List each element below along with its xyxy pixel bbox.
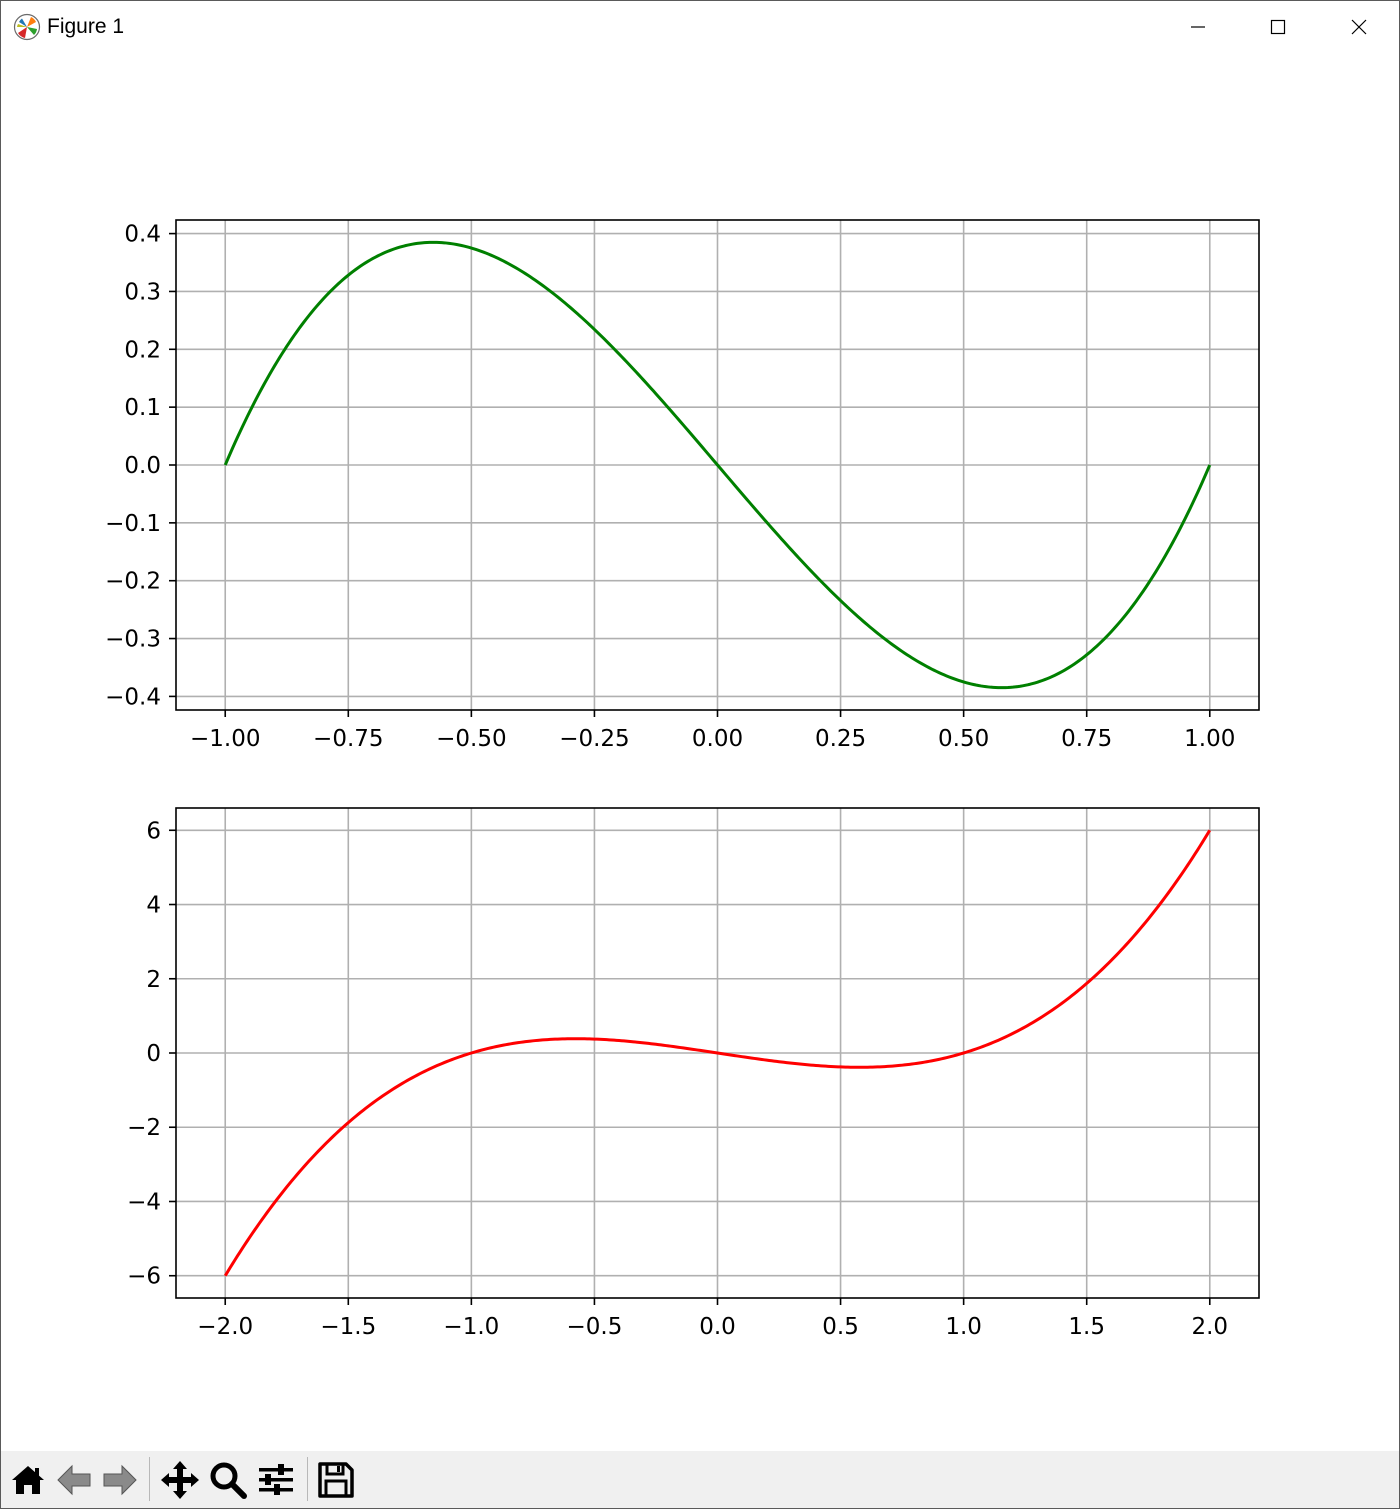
pan-button[interactable] — [159, 1459, 201, 1501]
home-icon — [12, 1466, 44, 1494]
y-tick-label: −0.1 — [105, 511, 161, 537]
y-tick-label: −2 — [127, 1115, 161, 1141]
y-tick-label: −0.2 — [105, 569, 161, 595]
series-line — [223, 240, 1212, 690]
window-title: Figure 1 — [47, 15, 125, 38]
navigation-toolbar — [1, 1451, 1399, 1508]
x-tick-label: 0.50 — [938, 726, 989, 752]
y-tick-label: 2 — [146, 967, 161, 993]
x-tick-label: −0.25 — [559, 726, 629, 752]
toolbar-separator — [307, 1457, 308, 1501]
zoom-button[interactable] — [207, 1459, 249, 1501]
toolbar-separator — [149, 1457, 150, 1501]
y-tick-label: 0.3 — [124, 279, 161, 305]
x-tick-label: 0.25 — [815, 726, 866, 752]
x-tick-label: −0.50 — [436, 726, 506, 752]
home-button[interactable] — [7, 1459, 49, 1501]
configure-subplots-button[interactable] — [255, 1459, 297, 1501]
close-icon — [1351, 19, 1367, 35]
forward-button[interactable] — [99, 1459, 141, 1501]
series-line — [223, 829, 1212, 1277]
configure-subplots-icon — [259, 1464, 293, 1495]
y-tick-label: 0.4 — [124, 222, 161, 248]
x-tick-label: 2.0 — [1191, 1314, 1228, 1340]
back-button[interactable] — [53, 1459, 95, 1501]
zoom-icon — [210, 1462, 247, 1499]
x-tick-label: −1.5 — [320, 1314, 376, 1340]
minimize-icon — [1191, 26, 1205, 28]
x-tick-label: 0.00 — [692, 726, 743, 752]
y-tick-label: 0 — [146, 1041, 161, 1067]
forward-icon — [103, 1464, 137, 1496]
subplot-axes-2: −2.0 −1.5 −1.0 −0.5 0.0 0.5 1.0 1.5 2.0 6 4 2 0 −2 −4 −… — [127, 807, 1260, 1340]
back-icon — [57, 1464, 91, 1496]
x-tick-label: 1.0 — [945, 1314, 982, 1340]
y-tick-label: 0.0 — [124, 453, 161, 479]
title-bar[interactable]: Figure 1 — [1, 1, 1399, 53]
y-tick-label: −6 — [127, 1264, 161, 1290]
close-button[interactable] — [1319, 1, 1399, 53]
save-button[interactable] — [315, 1459, 357, 1501]
y-tick-label: 0.2 — [124, 337, 161, 363]
pan-icon — [161, 1461, 199, 1499]
minimize-button[interactable] — [1158, 1, 1238, 53]
x-tick-label: 0.0 — [699, 1314, 736, 1340]
x-tick-label: 1.5 — [1068, 1314, 1105, 1340]
maximize-button[interactable] — [1238, 1, 1318, 53]
x-tick-label: 0.5 — [822, 1314, 859, 1340]
subplot-axes-1: −1.00 −0.75 −0.50 −0.25 0.00 0.25 0.50 0.75 1.00… — [105, 219, 1260, 752]
x-tick-label: −1.0 — [443, 1314, 499, 1340]
x-tick-label: −1.00 — [190, 726, 260, 752]
y-tick-label: 4 — [146, 893, 161, 919]
y-tick-label: −0.3 — [105, 627, 161, 653]
figure-canvas[interactable]: −1.00 −0.75 −0.50 −0.25 0.00 0.25 0.50 0.75 1.00… — [1, 53, 1399, 1451]
x-tick-label: −0.75 — [313, 726, 383, 752]
y-tick-label: −0.4 — [105, 684, 161, 710]
x-tick-label: −0.5 — [567, 1314, 623, 1340]
matplotlib-logo-icon — [13, 13, 41, 41]
save-icon — [318, 1462, 354, 1498]
x-tick-label: 0.75 — [1061, 726, 1112, 752]
y-tick-label: −4 — [127, 1189, 161, 1215]
maximize-icon — [1270, 19, 1286, 35]
x-tick-label: −2.0 — [197, 1314, 253, 1340]
y-tick-label: 6 — [146, 818, 161, 844]
x-tick-label: 1.00 — [1184, 726, 1235, 752]
y-tick-label: 0.1 — [124, 395, 161, 421]
